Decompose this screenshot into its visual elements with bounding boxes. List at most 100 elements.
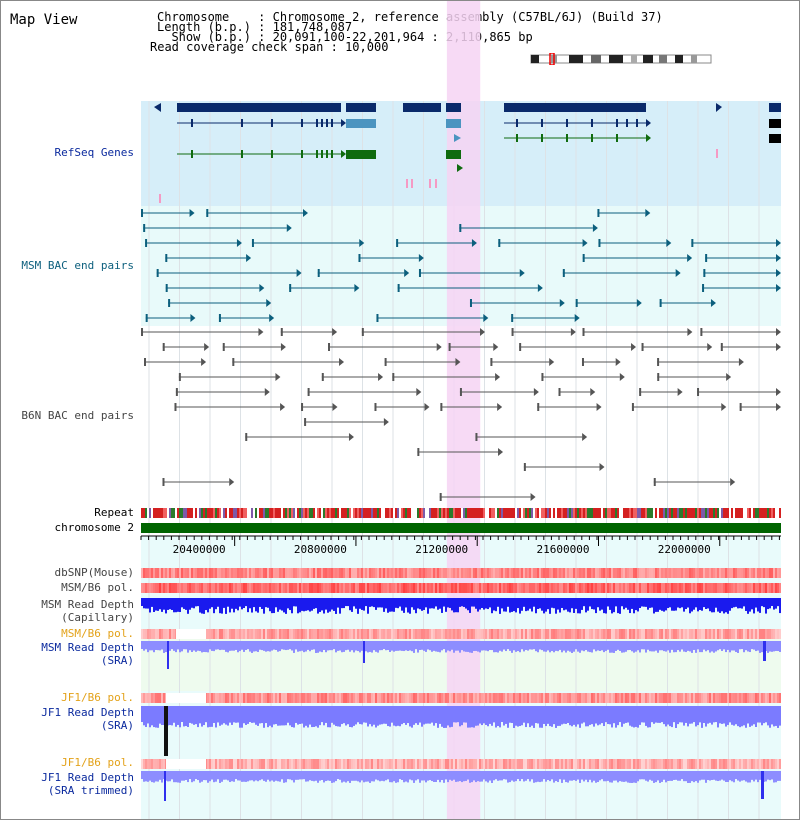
- dbsnp-heat-cell: [303, 568, 305, 578]
- jf1-pol-2-heat-cell: [691, 759, 693, 769]
- msm-sra-depth-bar: [471, 641, 473, 653]
- msm-bac-end-pair-end: [418, 254, 424, 262]
- dbsnp-heat-cell: [359, 568, 361, 578]
- track-label-msm-depth-capillary[interactable]: MSM Read Depth: [41, 598, 134, 611]
- msm-pol-2-heat-cell: [433, 629, 435, 639]
- jf1-pol-2-heat-cell: [697, 759, 699, 769]
- msm-bac-end-pair-end: [189, 209, 195, 217]
- jf1-sra-depth-bar: [313, 706, 315, 727]
- msm-sra-depth-bar: [769, 641, 771, 652]
- track-label-msm-depth-sra[interactable]: MSM Read Depth: [41, 641, 134, 654]
- track-label-dbsnp[interactable]: dbSNP(Mouse): [54, 566, 134, 579]
- dbsnp-heat-cell: [461, 568, 463, 578]
- track-label-msm-bac[interactable]: MSM BAC end pairs: [21, 259, 134, 272]
- msm-pol-2-heat-cell: [251, 629, 253, 639]
- dbsnp-heat-cell: [427, 568, 429, 578]
- msm-pol-2-heat-cell: [509, 629, 511, 639]
- msm-capillary-depth-bar: [193, 598, 195, 609]
- track-label-repeat[interactable]: Repeat: [94, 506, 134, 519]
- msm-pol-2-heat-cell: [725, 629, 727, 639]
- track-label-jf1-pol-2[interactable]: JF1/B6 pol.: [61, 756, 134, 769]
- jf1-trimmed-depth-bar: [223, 771, 225, 780]
- jf1-sra-depth-bar: [443, 706, 445, 728]
- jf1-trimmed-depth-bar: [405, 771, 407, 782]
- jf1-pol-2-heat-cell: [275, 759, 277, 769]
- b6n-bac-end-pair-end: [721, 403, 727, 411]
- track-label-jf1-depth-sra[interactable]: JF1 Read Depth: [41, 706, 134, 719]
- jf1-sra-depth-bar: [607, 706, 609, 725]
- jf1-pol-heat-cell: [385, 693, 387, 703]
- jf1-sra-depth-bar: [587, 706, 589, 727]
- jf1-sra-depth-bar: [309, 706, 311, 725]
- msm-pol-heat-cell: [765, 583, 767, 593]
- jf1-sra-depth-bar: [717, 706, 719, 728]
- jf1-trimmed-depth-bar: [641, 771, 643, 780]
- track-label-msm-pol[interactable]: MSM/B6 pol.: [61, 581, 134, 594]
- jf1-pol-heat-cell: [633, 693, 635, 703]
- repeat-segment: [529, 508, 531, 518]
- msm-pol-heat-cell: [367, 583, 369, 593]
- jf1-pol-2-heat-cell: [347, 759, 349, 769]
- jf1-sra-depth-bar: [203, 706, 205, 726]
- track-label-jf1-pol[interactable]: JF1/B6 pol.: [61, 691, 134, 704]
- dbsnp-heat-cell: [683, 568, 685, 578]
- msm-pol-2-heat-cell: [381, 629, 383, 639]
- msm-pol-2-heat-cell: [537, 629, 539, 639]
- chromosome-ideogram[interactable]: [529, 53, 715, 65]
- dbsnp-heat-cell: [321, 568, 323, 578]
- track-label-jf1-depth-trimmed[interactable]: JF1 Read Depth: [41, 771, 134, 784]
- msm-sra-depth-bar: [669, 641, 671, 653]
- track-label-refseq[interactable]: RefSeq Genes: [54, 146, 134, 159]
- msm-capillary-depth-bar: [613, 598, 615, 613]
- msm-pol-2-heat-cell: [559, 629, 561, 639]
- repeat-segment: [365, 508, 367, 518]
- dbsnp-heat-cell: [403, 568, 405, 578]
- refseq-transcript-exon: [271, 150, 273, 158]
- repeat-segment: [717, 508, 719, 518]
- track-label-chromosome[interactable]: chromosome 2: [54, 521, 134, 534]
- msm-capillary-depth-bar: [747, 598, 749, 614]
- jf1-pol-heat-cell: [669, 693, 671, 703]
- msm-pol-heat-cell: [145, 583, 147, 593]
- msm-capillary-depth-bar: [765, 598, 767, 614]
- jf1-trimmed-depth-bar: [295, 771, 297, 780]
- msm-pol-2-heat-cell: [403, 629, 405, 639]
- track-label-msm-pol-2[interactable]: MSM/B6 pol.: [61, 627, 134, 640]
- repeat-segment: [479, 508, 481, 518]
- msm-capillary-depth-bar: [273, 598, 275, 614]
- track-label-b6n-bac[interactable]: B6N BAC end pairs: [21, 409, 134, 422]
- msm-pol-2-heat-cell: [265, 629, 267, 639]
- jf1-sra-depth-bar: [377, 706, 379, 726]
- msm-pol-heat-cell: [409, 583, 411, 593]
- dbsnp-heat-cell: [383, 568, 385, 578]
- repeat-segment: [519, 508, 521, 518]
- repeat-segment: [237, 508, 239, 518]
- jf1-pol-2-heat-cell: [231, 759, 233, 769]
- jf1-trimmed-depth-bar: [239, 771, 241, 781]
- jf1-pol-2-heat-cell: [541, 759, 543, 769]
- msm-sra-depth-bar: [337, 641, 339, 651]
- jf1-trimmed-depth-bar: [771, 771, 773, 780]
- b6n-bac-end-pair-end: [383, 418, 389, 426]
- jf1-pol-2-heat-cell: [449, 759, 451, 769]
- jf1-sra-depth-bar: [711, 706, 713, 725]
- msm-pol-2-heat-cell: [619, 629, 621, 639]
- repeat-segment: [381, 508, 383, 518]
- jf1-pol-2-heat-cell: [237, 759, 239, 769]
- msm-pol-2-heat-cell: [217, 629, 219, 639]
- repeat-segment: [181, 508, 183, 518]
- repeat-segment: [629, 508, 631, 518]
- dbsnp-heat-cell: [533, 568, 535, 578]
- msm-pol-2-heat-cell: [743, 629, 745, 639]
- msm-pol-heat-cell: [207, 583, 209, 593]
- jf1-sra-depth-bar: [627, 706, 629, 723]
- msm-pol-2-heat-cell: [235, 629, 237, 639]
- dbsnp-heat-cell: [535, 568, 537, 578]
- msm-capillary-depth-bar: [413, 598, 415, 610]
- jf1-sra-depth-bar: [637, 706, 639, 728]
- dbsnp-heat-cell: [225, 568, 227, 578]
- repeat-segment: [581, 508, 583, 518]
- jf1-trimmed-depth-bar: [277, 771, 279, 782]
- msm-sra-depth-bar: [683, 641, 685, 652]
